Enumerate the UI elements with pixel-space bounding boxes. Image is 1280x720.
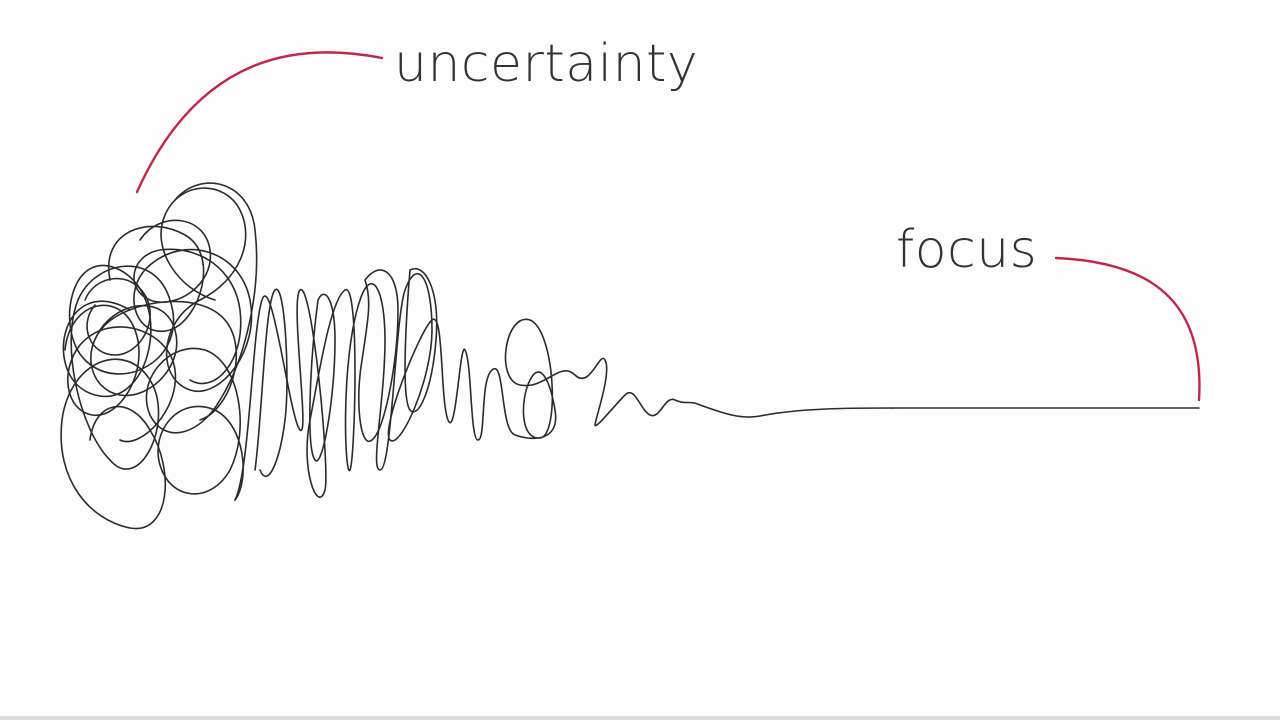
bottom-divider bbox=[0, 716, 1280, 720]
scribble-line bbox=[60, 182, 1200, 530]
uncertainty-callout-line bbox=[135, 51, 384, 194]
focus-label: focus bbox=[896, 220, 1038, 280]
uncertainty-label: uncertainty bbox=[394, 34, 699, 94]
focus-callout-line bbox=[1054, 256, 1201, 402]
